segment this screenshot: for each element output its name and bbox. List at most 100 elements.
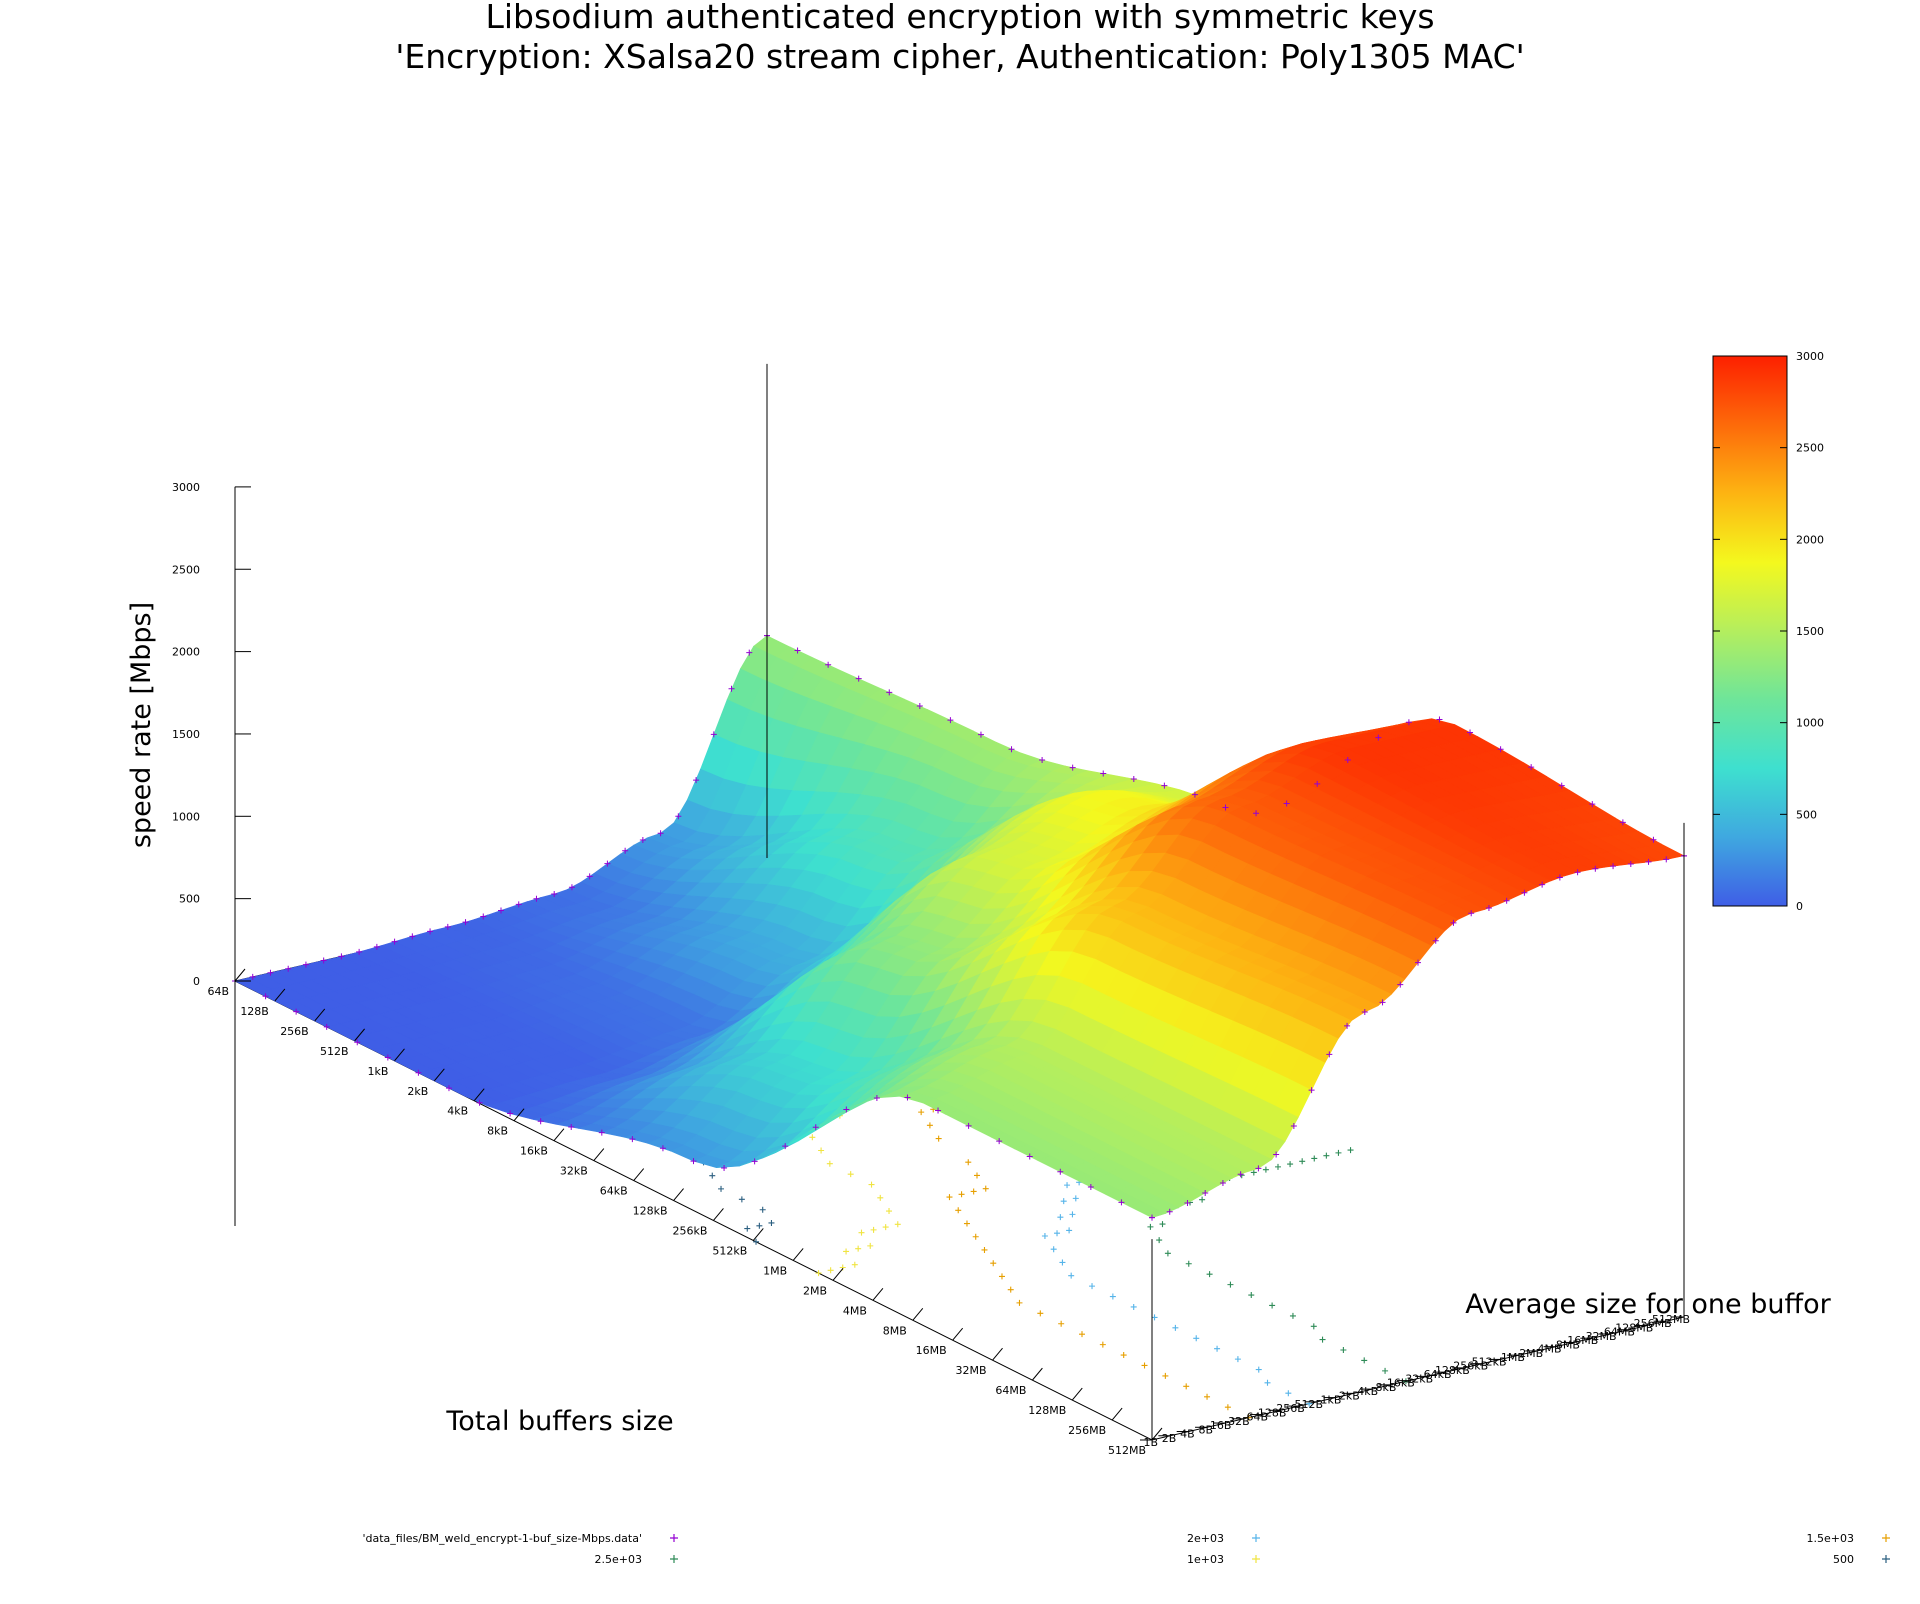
x-tick-label: 2MB <box>803 1284 827 1297</box>
contour-point <box>851 1261 858 1268</box>
surface-facet <box>1128 1201 1167 1219</box>
x-tick <box>593 1148 605 1161</box>
x-tick-label: 8MB <box>883 1324 907 1337</box>
contour-point <box>918 1109 925 1116</box>
contour-point <box>1064 1182 1071 1189</box>
y-tick-label: 32B <box>1228 1415 1250 1428</box>
contour-point <box>1151 1314 1158 1321</box>
contour-point <box>935 1135 942 1142</box>
surface-data-point <box>639 836 646 843</box>
surface-data-point <box>1069 764 1076 771</box>
surface-data-point <box>533 895 540 902</box>
contour-point <box>1340 1347 1347 1353</box>
surface-data-point <box>409 933 416 940</box>
colorbar-tick-label: 2000 <box>1796 533 1824 546</box>
z-tick-label: 1000 <box>172 810 200 823</box>
contour-point <box>1193 1335 1200 1342</box>
y-tick-label: 32MB <box>1586 1330 1617 1343</box>
contour-point <box>1072 1195 1079 1202</box>
x-tick <box>713 1208 724 1221</box>
legend-item: 500 <box>1833 1553 1890 1566</box>
x-tick-label: 1MB <box>763 1264 787 1277</box>
surface-data-point <box>1415 959 1421 966</box>
colorbar-tick-label: 0 <box>1796 900 1803 913</box>
contour-point <box>998 1273 1005 1280</box>
contour-point <box>1059 1259 1066 1266</box>
colorbar: 0 500 1000 1500 2000 2500 3000 <box>1712 350 1824 913</box>
x-tick-label: 512B <box>320 1045 349 1058</box>
contour-point <box>1204 1393 1211 1400</box>
surface-data-point <box>916 703 923 710</box>
y-tick-label: 16kB <box>1387 1377 1415 1390</box>
y-tick-label: 128MB <box>1615 1321 1653 1334</box>
contour-point <box>1310 1323 1317 1330</box>
surface-data-point <box>1255 1165 1262 1172</box>
x-tick-label: 8kB <box>487 1125 508 1138</box>
contour-point <box>826 1160 833 1167</box>
contour-point <box>1041 1233 1048 1239</box>
z-tick-label: 2000 <box>172 646 200 659</box>
surface-data-point <box>293 1008 300 1015</box>
surface-data-point <box>1503 897 1510 904</box>
x-tick <box>792 1248 804 1261</box>
surface-data-point <box>586 873 593 880</box>
surface-data-point <box>886 689 893 696</box>
surface-data-point <box>391 938 398 945</box>
surface-data-point <box>285 965 292 972</box>
contour-point <box>1164 1250 1171 1257</box>
surface-data-point <box>537 1118 544 1125</box>
surface-data-point <box>1592 865 1599 872</box>
legend-label: 1e+03 <box>1187 1553 1224 1566</box>
contour-point <box>946 1194 953 1201</box>
surface-data-point <box>622 847 629 854</box>
contour-point <box>738 1196 745 1203</box>
contour-point <box>1099 1341 1106 1348</box>
contour-point <box>882 1224 889 1231</box>
y-axis-label: Average size for one buffor <box>1465 1289 1831 1320</box>
contour-point <box>855 1245 862 1252</box>
contour-point <box>1250 1169 1257 1176</box>
x-tick-label: 32kB <box>560 1165 588 1178</box>
x-tick <box>872 1287 884 1301</box>
contour-point <box>1069 1211 1076 1218</box>
surface-data-point <box>445 1085 452 1092</box>
surface-data-point <box>1468 910 1475 917</box>
surface-data-point <box>1191 791 1198 798</box>
surface-data-point <box>1087 1184 1094 1191</box>
x-axis-label: Total buffers size <box>445 1406 673 1437</box>
contour-point <box>1141 1362 1148 1369</box>
surface-data-point <box>1528 764 1535 771</box>
surface-data-point <box>1397 981 1404 988</box>
contour-point <box>981 1246 988 1253</box>
legend-marker <box>670 1555 678 1563</box>
contour-point <box>1299 1158 1306 1165</box>
contour-point <box>886 1208 893 1215</box>
surface-data-point <box>977 731 984 738</box>
contour-point <box>756 1222 763 1229</box>
surface-data-point <box>302 961 309 968</box>
legend: 'data_files/BM_weld_encrypt-1-buf_size-M… <box>363 1532 1890 1566</box>
chart-subtitle: 'Encryption: XSalsa20 stream cipher, Aut… <box>395 37 1524 76</box>
surface-data-point <box>249 973 256 980</box>
surface-data-point <box>690 1158 697 1165</box>
contour-point <box>955 1207 962 1214</box>
contour-point <box>1402 1378 1409 1385</box>
y-tick-label: 1kB <box>1321 1394 1342 1407</box>
contour-point <box>965 1159 972 1166</box>
surface-data-point <box>825 661 832 668</box>
y-tick-label: 512MB <box>1652 1313 1690 1326</box>
x-tick <box>1111 1407 1123 1421</box>
contour-point <box>1382 1367 1389 1374</box>
y-tick-label: 4MB <box>1538 1343 1562 1356</box>
surface-data-point <box>320 957 327 964</box>
legend-marker <box>670 1534 678 1542</box>
surface-data-point <box>1100 770 1107 777</box>
surface-data-point <box>480 913 487 920</box>
x-tick-label: 4MB <box>843 1304 867 1317</box>
contour-point <box>877 1194 884 1201</box>
y-tick-label: 2MB <box>1519 1347 1543 1360</box>
surface-data-point <box>1645 858 1652 865</box>
contour-point <box>1162 1372 1169 1379</box>
surface-data-point <box>1130 776 1137 783</box>
contour-point <box>1016 1299 1023 1306</box>
